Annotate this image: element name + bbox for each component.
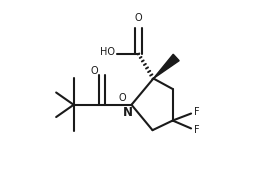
Text: O: O: [90, 66, 98, 77]
Polygon shape: [153, 54, 179, 78]
Text: O: O: [135, 13, 142, 23]
Text: N: N: [123, 106, 133, 119]
Text: HO: HO: [100, 47, 115, 57]
Text: F: F: [194, 107, 200, 117]
Text: F: F: [194, 125, 200, 135]
Text: O: O: [118, 93, 126, 103]
